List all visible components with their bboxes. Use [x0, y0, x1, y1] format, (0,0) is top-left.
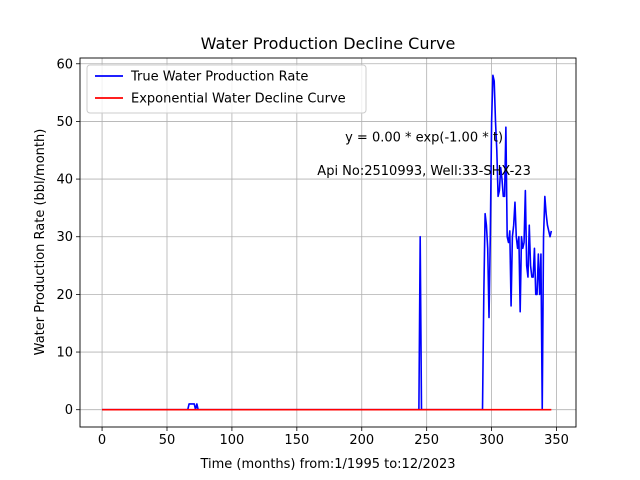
- chart-title: Water Production Decline Curve: [201, 34, 456, 53]
- annotation-text: Api No:2510993, Well:33-SHX-23: [317, 164, 531, 179]
- y-tick-label: 20: [56, 288, 73, 303]
- ticks: 0 50 100 150 200 250 300 350 0 10 20 30 40 50 60: [56, 57, 568, 448]
- grid: [80, 58, 576, 427]
- x-tick-label: 150: [284, 433, 309, 448]
- x-tick-label: 100: [220, 433, 245, 448]
- series-line: [102, 74, 553, 411]
- plot-frame: [79, 57, 577, 428]
- x-tick-label: 350: [544, 433, 569, 448]
- x-tick-label: 250: [414, 433, 439, 448]
- y-tick-label: 0: [65, 403, 73, 418]
- y-tick-label: 60: [56, 57, 73, 72]
- plot-area: [79, 57, 577, 428]
- annotation-text: y = 0.00 * exp(-1.00 * t): [345, 130, 503, 145]
- x-axis-label: Time (months) from:1/1995 to:12/2023: [199, 457, 455, 472]
- legend-label: True Water Production Rate: [130, 70, 308, 85]
- legend: True Water Production Rate Exponential Wa…: [86, 64, 367, 114]
- annotations: y = 0.00 * exp(-1.00 * t) Api No:2510993,…: [317, 130, 531, 178]
- y-tick-label: 10: [56, 346, 73, 361]
- x-tick-label: 50: [159, 433, 176, 448]
- x-tick-label: 200: [349, 433, 374, 448]
- y-axis-label: Water Production Rate (bbl/month): [33, 129, 48, 356]
- x-tick-label: 300: [479, 433, 504, 448]
- y-tick-label: 30: [56, 230, 73, 245]
- legend-box: [86, 64, 367, 114]
- y-tick-label: 50: [56, 115, 73, 130]
- legend-label: Exponential Water Decline Curve: [131, 92, 346, 107]
- y-tick-label: 40: [56, 173, 73, 188]
- x-tick-label: 0: [98, 433, 106, 448]
